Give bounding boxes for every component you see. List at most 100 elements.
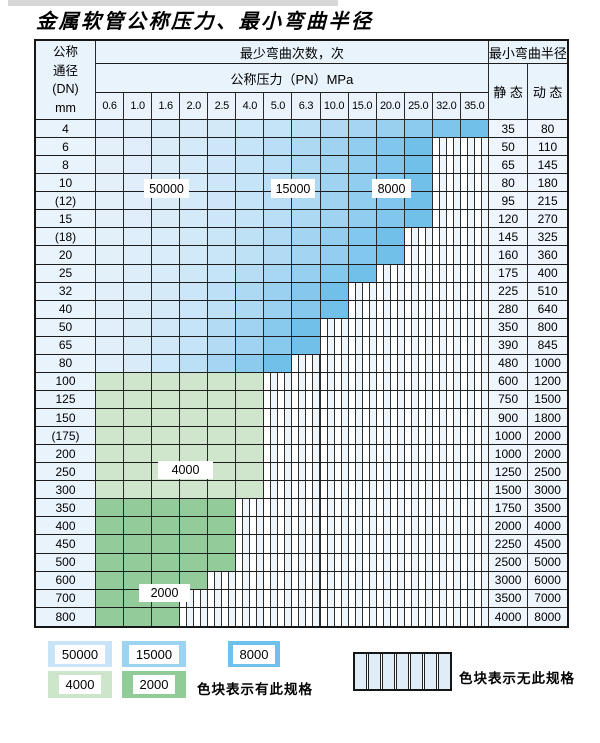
no-spec-cell	[348, 499, 377, 518]
spec-cell	[124, 517, 153, 536]
spec-cell	[236, 210, 265, 229]
spec-cell	[264, 120, 293, 139]
spec-cell	[404, 156, 433, 175]
dn-header-line: (DN)	[52, 82, 79, 96]
no-spec-cell	[460, 535, 489, 554]
no-spec-cell	[404, 282, 433, 301]
spec-cell	[96, 120, 125, 139]
spec-cell	[292, 318, 321, 337]
spec-cell	[376, 210, 405, 229]
spec-cell	[432, 120, 461, 139]
spec-cell	[320, 120, 349, 139]
no-spec-cell	[348, 427, 377, 446]
spec-cell	[208, 246, 237, 265]
no-spec-cell	[432, 481, 461, 500]
spec-cell	[96, 409, 125, 428]
no-spec-cell	[404, 246, 433, 265]
static-value-cell: 225	[488, 282, 529, 301]
spec-cell	[376, 246, 405, 265]
legend-no-spec-text: 色块表示无此规格	[459, 671, 575, 686]
no-spec-cell	[432, 589, 461, 608]
no-spec-cell	[432, 372, 461, 391]
no-spec-cell	[376, 517, 405, 536]
spec-cell	[124, 445, 153, 464]
spec-cell	[208, 192, 237, 211]
dn-cell: 8	[36, 156, 96, 175]
spec-cell	[320, 138, 349, 157]
dn-header-line: 公称	[52, 45, 78, 59]
no-spec-cell	[264, 535, 293, 554]
dn-cell: 15	[36, 210, 96, 229]
pressure-column-header: 32.0	[432, 93, 461, 120]
dynamic-value-cell: 4500	[528, 535, 567, 554]
no-spec-cell	[264, 372, 293, 391]
spec-cell	[348, 192, 377, 211]
spec-cell	[96, 607, 125, 626]
no-spec-cell	[432, 517, 461, 536]
no-spec-cell	[460, 463, 489, 482]
spec-cell	[96, 535, 125, 554]
no-spec-cell	[264, 427, 293, 446]
spec-cell	[124, 120, 153, 139]
spec-cell	[124, 481, 153, 500]
no-spec-cell	[432, 354, 461, 373]
spec-cell	[236, 318, 265, 337]
spec-cell	[180, 228, 209, 247]
spec-cell	[152, 553, 181, 572]
spec-cell	[404, 192, 433, 211]
zone-cycles-label: 2000	[139, 584, 190, 602]
static-value-cell: 1250	[488, 463, 529, 482]
spec-cell	[264, 156, 293, 175]
no-spec-cell	[376, 463, 405, 482]
dn-cell: 125	[36, 390, 96, 409]
spec-cell	[96, 336, 125, 355]
spec-cell	[264, 354, 293, 373]
no-spec-cell	[320, 318, 349, 337]
no-spec-cell	[376, 354, 405, 373]
no-spec-cell	[376, 445, 405, 464]
dynamic-value-cell: 1200	[528, 372, 567, 391]
spec-cell	[96, 390, 125, 409]
no-spec-cell	[348, 445, 377, 464]
no-spec-cell	[236, 553, 265, 572]
no-spec-cell	[404, 354, 433, 373]
dn-cell: 10	[36, 174, 96, 193]
spec-cell	[96, 264, 125, 283]
spec-cell	[348, 120, 377, 139]
static-value-cell: 3500	[488, 589, 529, 608]
spec-cell	[376, 120, 405, 139]
spec-cell	[236, 192, 265, 211]
dn-cell: 100	[36, 372, 96, 391]
static-value-cell: 900	[488, 409, 529, 428]
spec-cell	[208, 409, 237, 428]
spec-cell	[404, 210, 433, 229]
no-spec-cell	[236, 499, 265, 518]
static-value-cell: 350	[488, 318, 529, 337]
spec-cell	[208, 445, 237, 464]
no-spec-cell	[292, 427, 321, 446]
no-spec-cell	[432, 192, 461, 211]
dynamic-header: 动 态	[528, 64, 567, 120]
no-spec-cell	[208, 571, 237, 590]
no-spec-cell	[432, 409, 461, 428]
spec-cell	[264, 138, 293, 157]
static-header: 静 态	[488, 64, 529, 120]
spec-cell	[152, 282, 181, 301]
no-spec-cell	[320, 589, 349, 608]
dynamic-value-cell: 400	[528, 264, 567, 283]
no-spec-cell	[404, 463, 433, 482]
no-spec-cell	[404, 571, 433, 590]
no-spec-cell	[348, 318, 377, 337]
dynamic-value-cell: 510	[528, 282, 567, 301]
no-spec-cell	[376, 390, 405, 409]
pressure-column-header: 2.0	[180, 93, 209, 120]
no-spec-cell	[292, 589, 321, 608]
spec-cell	[208, 535, 237, 554]
spec-cell	[208, 553, 237, 572]
static-value-cell: 1000	[488, 427, 529, 446]
spec-cell	[264, 264, 293, 283]
spec-cell	[180, 535, 209, 554]
spec-cell	[124, 409, 153, 428]
spec-cell	[180, 156, 209, 175]
spec-cell	[152, 354, 181, 373]
